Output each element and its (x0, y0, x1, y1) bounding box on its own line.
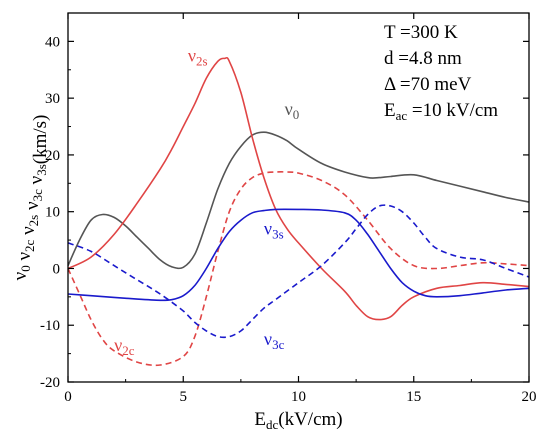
x-axis-title: Edc(kV/cm) (254, 409, 342, 432)
parameter-line: d =4.8 nm (384, 48, 462, 69)
axis-ticks: 0 5 10 15 20 -20 -10 0 10 20 30 40 (40, 13, 537, 405)
series-labels: ν0 ν2s ν2c ν3s ν3c (114, 45, 299, 358)
series-line-1 (67, 56, 530, 321)
y-tick-label: 30 (45, 91, 60, 107)
parameter-line: T =300 K (384, 22, 458, 43)
y-tick-label: -10 (40, 318, 60, 334)
x-tick-label: 5 (180, 389, 188, 405)
series-label-3: ν3s (264, 218, 284, 241)
x-tick-label: 15 (406, 389, 421, 405)
y-tick-label: -20 (40, 375, 60, 391)
series-label-2: ν2c (114, 335, 135, 358)
y-tick-label: 40 (45, 34, 60, 50)
x-tick-label: 10 (291, 389, 306, 405)
x-tick-label: 0 (64, 389, 72, 405)
series-label-1: ν2s (188, 45, 208, 68)
series-line-2 (67, 171, 530, 367)
parameter-line: Eac =10 kV/cm (384, 100, 498, 123)
series-label-4: ν3c (264, 329, 285, 352)
y-tick-label: 10 (45, 205, 60, 221)
x-tick-label: 20 (522, 389, 537, 405)
y-axis-title: ν0 ν2c ν2s ν3c ν3s(km/s) (10, 115, 51, 281)
series-label-0: ν0 (285, 99, 300, 122)
y-tick-label: 20 (45, 148, 60, 164)
parameter-annotation: T =300 K d =4.8 nm Δ =70 meV Eac =10 kV/cm (384, 22, 498, 123)
y-tick-label: 0 (53, 261, 61, 277)
series-line-4 (67, 204, 530, 339)
series-line-3 (67, 208, 530, 302)
series-line-0 (67, 131, 530, 270)
parameter-line: Δ =70 meV (384, 74, 472, 95)
series-layer (67, 56, 530, 367)
